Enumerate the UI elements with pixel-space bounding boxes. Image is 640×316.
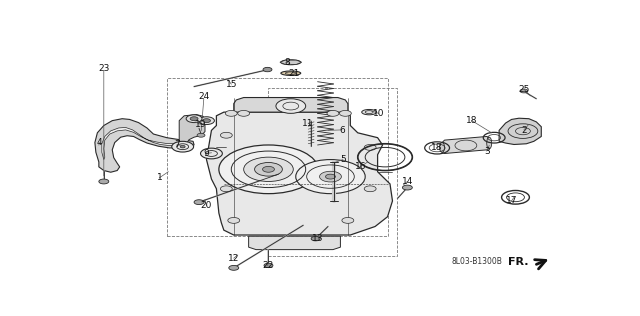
Ellipse shape [362,109,376,115]
Polygon shape [280,60,301,64]
Polygon shape [499,118,541,144]
Text: 4: 4 [97,138,102,147]
Text: 7: 7 [174,141,180,149]
Text: 5: 5 [340,155,346,164]
Text: 19: 19 [195,120,206,129]
Circle shape [99,179,109,184]
Text: 22: 22 [262,261,273,270]
Text: 8L03-B1300B: 8L03-B1300B [452,257,503,266]
Text: 3: 3 [484,147,490,155]
Ellipse shape [281,71,301,76]
Polygon shape [234,98,348,112]
Circle shape [198,117,214,125]
Text: 1: 1 [157,173,162,182]
Circle shape [228,265,239,270]
Text: 10: 10 [373,109,385,118]
Circle shape [237,110,250,116]
Ellipse shape [440,143,445,152]
Text: 9: 9 [204,149,209,158]
Text: 16: 16 [355,162,366,171]
Circle shape [200,148,222,159]
Circle shape [190,117,198,121]
Polygon shape [102,127,187,160]
Circle shape [403,185,412,190]
Polygon shape [179,115,205,145]
Text: 21: 21 [289,69,300,78]
Text: 14: 14 [402,177,413,186]
Circle shape [220,132,232,138]
Circle shape [228,217,240,223]
Circle shape [520,89,528,93]
Text: 24: 24 [198,92,210,101]
Polygon shape [442,137,489,154]
Circle shape [364,144,376,150]
Circle shape [172,141,193,152]
Polygon shape [207,112,392,235]
Circle shape [263,67,272,72]
Circle shape [264,263,273,268]
Circle shape [219,145,318,194]
Text: 18: 18 [431,143,443,152]
Text: 18: 18 [466,116,477,125]
Circle shape [276,99,306,113]
Text: 20: 20 [201,201,212,210]
Text: 12: 12 [228,254,239,263]
Text: 23: 23 [98,64,109,73]
Text: FR.: FR. [508,257,529,267]
Circle shape [180,145,185,148]
Text: 6: 6 [339,126,345,135]
Text: 11: 11 [303,118,314,128]
Circle shape [255,162,282,176]
Ellipse shape [486,137,492,149]
Circle shape [197,133,205,137]
Text: 2: 2 [521,126,527,135]
Circle shape [220,186,232,192]
Text: 8: 8 [284,58,290,67]
Bar [167,78,388,236]
Circle shape [311,236,320,241]
Circle shape [244,157,293,181]
Circle shape [186,115,202,123]
Circle shape [326,174,335,179]
Circle shape [262,167,275,172]
Bar [269,88,397,256]
Text: 17: 17 [506,197,517,205]
Text: 25: 25 [518,84,530,94]
Circle shape [296,160,365,194]
Polygon shape [249,236,340,250]
Circle shape [327,110,339,116]
Circle shape [319,171,341,182]
Circle shape [342,217,354,223]
Text: 15: 15 [225,80,237,89]
Ellipse shape [281,60,301,65]
Circle shape [364,186,376,192]
Polygon shape [95,119,194,172]
Circle shape [202,119,211,123]
Circle shape [194,200,204,204]
Circle shape [225,110,237,116]
Circle shape [339,110,351,116]
Text: 13: 13 [312,234,324,243]
